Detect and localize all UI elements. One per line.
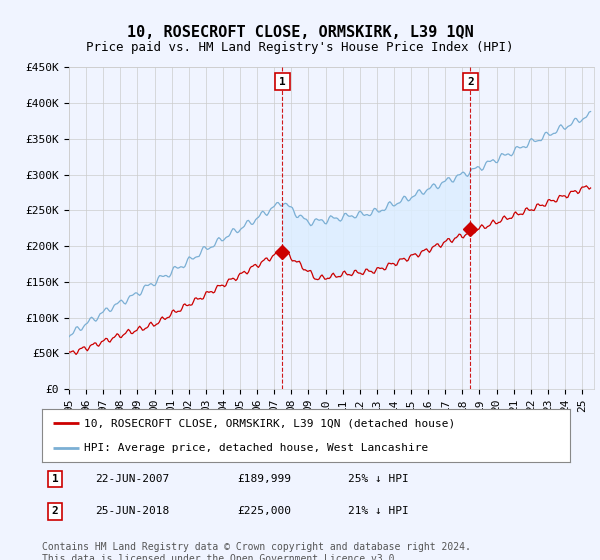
Text: 25-JUN-2018: 25-JUN-2018 [95,506,169,516]
Text: Contains HM Land Registry data © Crown copyright and database right 2024.
This d: Contains HM Land Registry data © Crown c… [42,542,471,560]
Text: 2: 2 [467,77,474,86]
Text: 1: 1 [52,474,59,484]
Text: 22-JUN-2007: 22-JUN-2007 [95,474,169,484]
Text: Price paid vs. HM Land Registry's House Price Index (HPI): Price paid vs. HM Land Registry's House … [86,41,514,54]
Text: 21% ↓ HPI: 21% ↓ HPI [348,506,409,516]
Text: 10, ROSECROFT CLOSE, ORMSKIRK, L39 1QN: 10, ROSECROFT CLOSE, ORMSKIRK, L39 1QN [127,25,473,40]
Text: 25% ↓ HPI: 25% ↓ HPI [348,474,409,484]
Text: 2: 2 [52,506,59,516]
Text: 1: 1 [279,77,286,86]
Text: 10, ROSECROFT CLOSE, ORMSKIRK, L39 1QN (detached house): 10, ROSECROFT CLOSE, ORMSKIRK, L39 1QN (… [84,418,455,428]
Text: £189,999: £189,999 [238,474,292,484]
Text: HPI: Average price, detached house, West Lancashire: HPI: Average price, detached house, West… [84,442,428,452]
Text: £225,000: £225,000 [238,506,292,516]
